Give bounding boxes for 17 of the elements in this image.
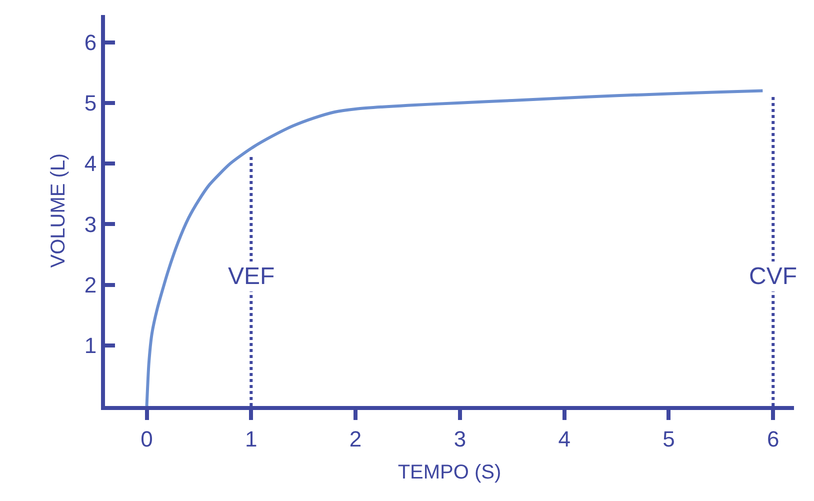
- x-tick-label: 1: [245, 426, 258, 452]
- ref-line-label: VEF: [228, 263, 275, 290]
- y-tick-label: 5: [84, 90, 97, 116]
- y-axis-title: VOLUME (L): [47, 153, 70, 268]
- y-tick-label: 4: [84, 151, 97, 176]
- y-tick-label: 6: [84, 30, 97, 55]
- y-tick-label: 1: [84, 333, 97, 358]
- y-tick-label: 3: [84, 212, 97, 237]
- x-axis-title: TEMPO (S): [398, 461, 502, 484]
- x-tick-label: 0: [140, 426, 153, 452]
- y-tick-label: 2: [84, 272, 97, 298]
- x-tick-label: 6: [766, 426, 780, 452]
- ref-line-label: CVF: [749, 263, 797, 290]
- x-tick-label: 4: [558, 426, 570, 452]
- x-tick-label: 3: [454, 426, 466, 452]
- x-tick-label: 2: [349, 426, 362, 452]
- x-tick-label: 5: [662, 426, 675, 452]
